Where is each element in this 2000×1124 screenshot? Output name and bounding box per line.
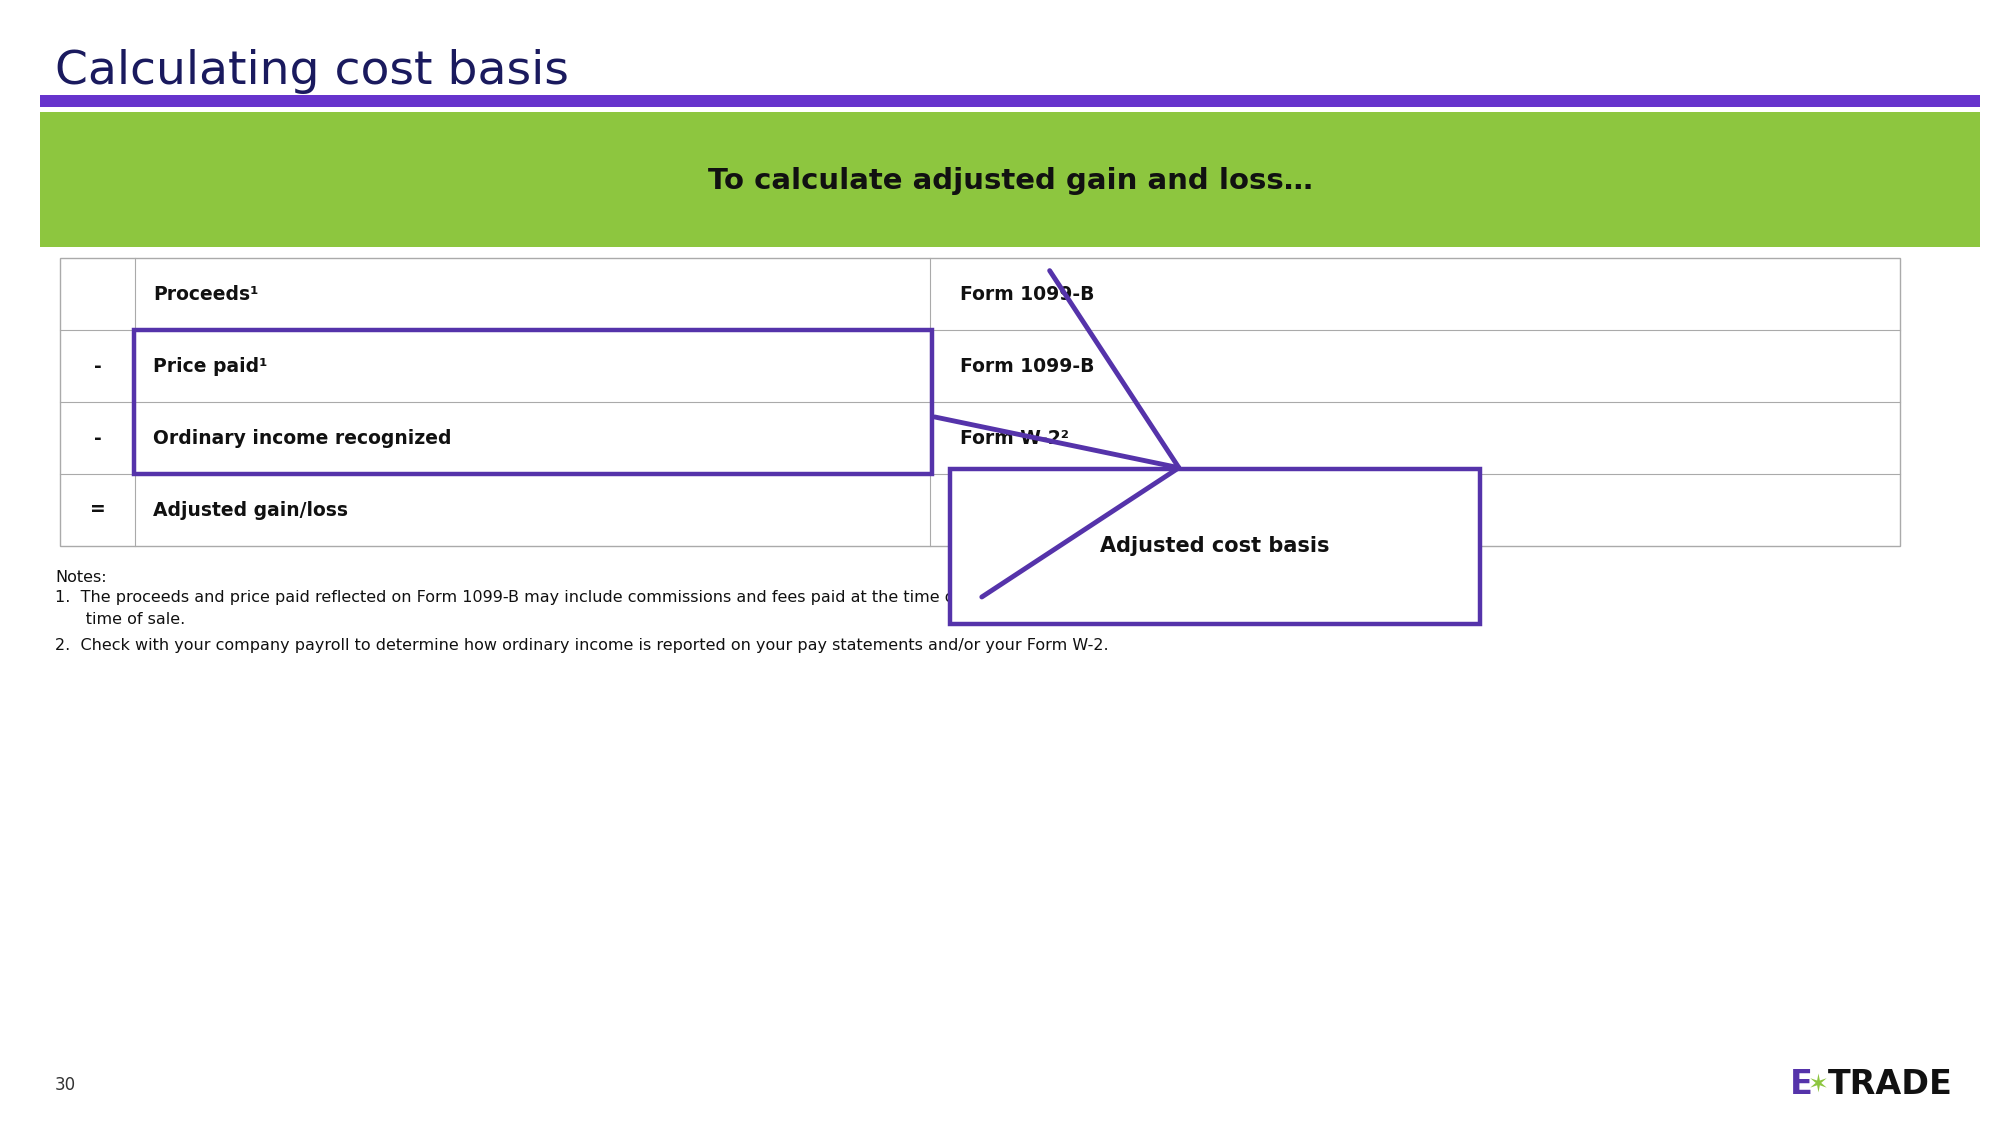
Text: Proceeds¹: Proceeds¹ [152,284,258,303]
Bar [950,469,1480,624]
Text: 30: 30 [56,1076,76,1094]
Text: Form W-2²: Form W-2² [960,428,1068,447]
Text: ✶: ✶ [1808,1073,1828,1097]
Text: 2.  Check with your company payroll to determine how ordinary income is reported: 2. Check with your company payroll to de… [56,638,1108,653]
Text: -: - [94,428,102,447]
Text: Form 1099-B: Form 1099-B [960,356,1094,375]
Bar [60,259,1900,546]
Text: Notes:: Notes: [56,570,106,584]
Text: E: E [1790,1069,1812,1102]
Text: -: - [94,356,102,375]
Text: Adjusted gain/loss: Adjusted gain/loss [152,500,348,519]
Bar [134,330,932,474]
Bar [40,112,1980,247]
Text: Adjusted cost basis: Adjusted cost basis [1100,536,1330,556]
Bar [40,96,1980,107]
Text: Ordinary income recognized: Ordinary income recognized [152,428,452,447]
Text: 1.  The proceeds and price paid reflected on Form 1099-B may include commissions: 1. The proceeds and price paid reflected… [56,590,1150,627]
Text: To calculate adjusted gain and loss…: To calculate adjusted gain and loss… [708,167,1312,194]
Text: =: = [90,500,106,519]
Text: TRADE: TRADE [1828,1069,1952,1102]
Text: Calculating cost basis: Calculating cost basis [56,49,568,94]
Text: Form 1099-B: Form 1099-B [960,284,1094,303]
Text: Price paid¹: Price paid¹ [152,356,268,375]
